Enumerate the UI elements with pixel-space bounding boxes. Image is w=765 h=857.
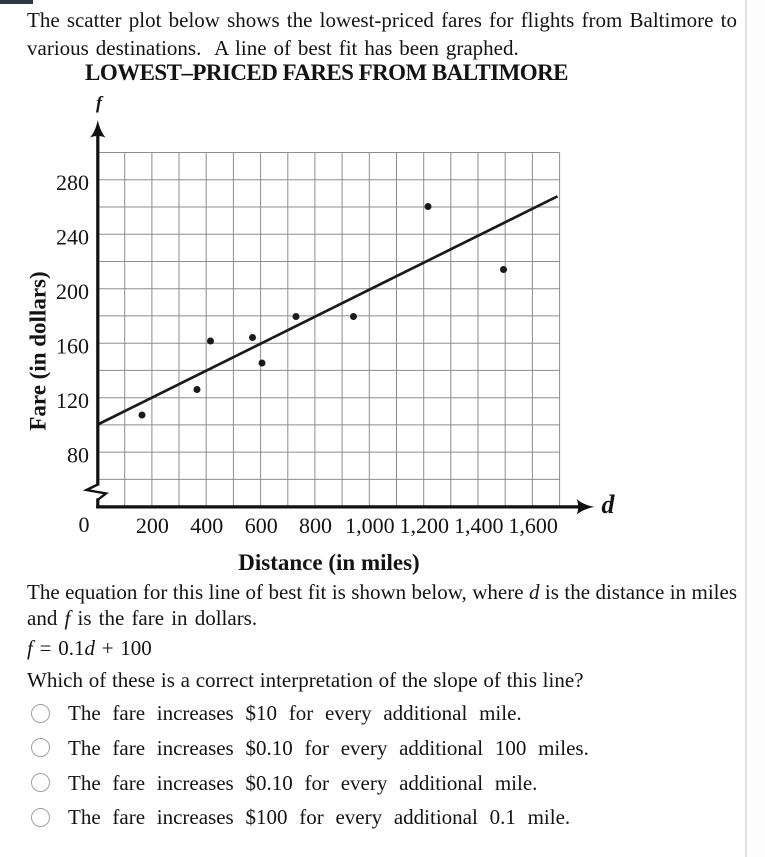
svg-text:0: 0 — [79, 512, 90, 537]
svg-text:600: 600 — [245, 513, 278, 538]
svg-text:1,600: 1,600 — [508, 513, 558, 538]
svg-text:1,000: 1,000 — [345, 513, 395, 538]
svg-text:Distance (in miles): Distance (in miles) — [238, 550, 419, 575]
svg-text:160: 160 — [56, 334, 89, 359]
svg-text:1,200: 1,200 — [400, 513, 450, 538]
svg-text:240: 240 — [56, 225, 89, 250]
svg-text:800: 800 — [299, 513, 332, 538]
svg-text:Fare (in dollars): Fare (in dollars) — [26, 271, 51, 430]
svg-text:f: f — [96, 93, 104, 113]
svg-text:120: 120 — [56, 388, 89, 413]
svg-text:200: 200 — [136, 513, 169, 538]
svg-text:400: 400 — [190, 513, 223, 538]
svg-text:200: 200 — [56, 279, 89, 304]
svg-text:80: 80 — [67, 442, 89, 467]
svg-text:280: 280 — [56, 170, 89, 195]
svg-text:d: d — [602, 490, 616, 519]
svg-text:1,400: 1,400 — [454, 513, 504, 538]
